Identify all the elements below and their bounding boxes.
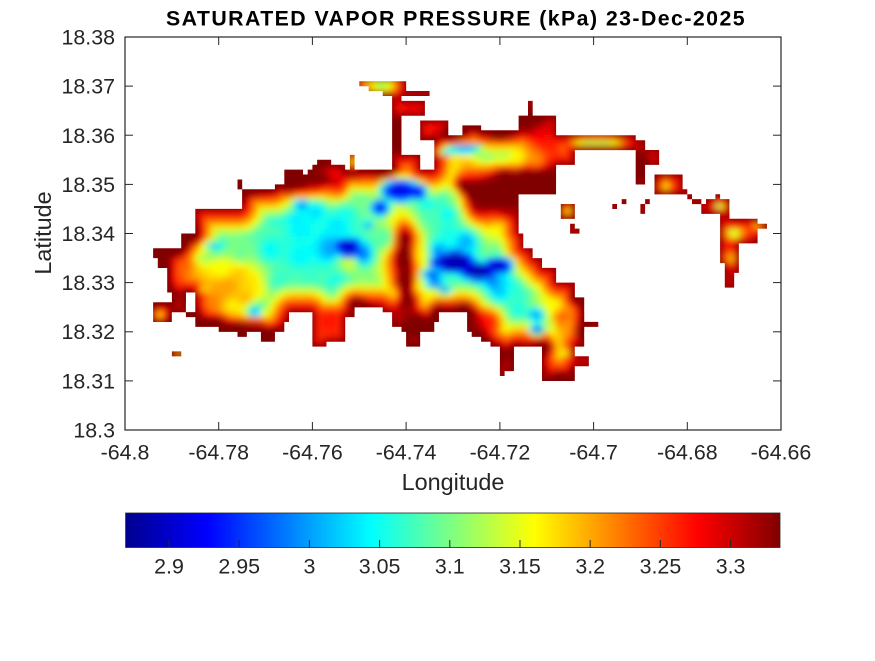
- svg-text:2.9: 2.9: [154, 555, 184, 579]
- svg-text:18.38: 18.38: [61, 26, 115, 50]
- svg-text:18.32: 18.32: [61, 320, 115, 344]
- svg-text:Latitude: Latitude: [30, 191, 56, 274]
- svg-text:-64.72: -64.72: [470, 441, 531, 465]
- svg-text:3: 3: [303, 555, 315, 579]
- svg-text:18.35: 18.35: [61, 173, 115, 197]
- svg-text:18.37: 18.37: [61, 75, 115, 99]
- svg-text:3.15: 3.15: [499, 555, 541, 579]
- svg-text:-64.78: -64.78: [188, 441, 249, 465]
- svg-text:3.25: 3.25: [640, 555, 682, 579]
- svg-text:18.33: 18.33: [61, 271, 115, 295]
- svg-text:Longitude: Longitude: [402, 469, 505, 495]
- svg-text:3.3: 3.3: [716, 555, 746, 579]
- svg-text:-64.7: -64.7: [569, 441, 618, 465]
- svg-text:18.31: 18.31: [61, 369, 115, 393]
- svg-text:-64.74: -64.74: [376, 441, 437, 465]
- svg-text:3.05: 3.05: [359, 555, 401, 579]
- svg-text:-64.68: -64.68: [657, 441, 718, 465]
- svg-text:3.1: 3.1: [435, 555, 465, 579]
- svg-text:18.34: 18.34: [61, 222, 115, 246]
- svg-text:18.36: 18.36: [61, 124, 115, 148]
- svg-text:2.95: 2.95: [218, 555, 260, 579]
- svg-text:-64.76: -64.76: [282, 441, 343, 465]
- svg-text:-64.66: -64.66: [751, 441, 812, 465]
- svg-text:-64.8: -64.8: [101, 441, 150, 465]
- svg-text:18.3: 18.3: [73, 419, 115, 443]
- svg-text:SATURATED VAPOR PRESSURE (kPa): SATURATED VAPOR PRESSURE (kPa) 23-Dec-20…: [166, 7, 746, 31]
- svg-text:3.2: 3.2: [575, 555, 605, 579]
